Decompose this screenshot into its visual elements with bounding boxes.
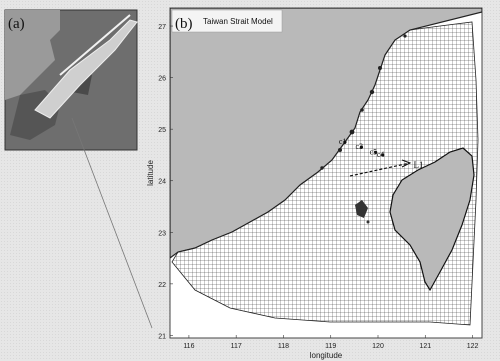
- x-axis-label: longitude: [310, 351, 343, 360]
- y-tick-label: 21: [158, 333, 166, 340]
- main-panel-label: (b): [175, 16, 193, 32]
- y-tick-label: 22: [158, 282, 166, 289]
- inset-land-west: [5, 10, 60, 100]
- x-tick-label: 122: [467, 343, 479, 350]
- transect-label: L1: [413, 160, 423, 170]
- x-tick-label: 121: [419, 343, 431, 350]
- inset-panel-label: (a): [8, 16, 25, 32]
- station-label: c4: [377, 150, 385, 159]
- title-box: [171, 9, 283, 33]
- x-tick-label: 120: [372, 343, 384, 350]
- model-grid: [171, 21, 479, 326]
- y-tick-label: 25: [158, 127, 166, 134]
- inset-domain: [34, 19, 138, 119]
- connector-line: [71, 117, 153, 329]
- y-tick-label: 27: [158, 24, 166, 31]
- x-axis-ticks: 116 117 118 119 120 121 122: [183, 335, 478, 350]
- stations: c1 c3 c5 c4: [339, 137, 385, 159]
- penghu-islands: [355, 200, 368, 218]
- taiwan-island: [389, 147, 475, 292]
- map-title: Taiwan Strait Model: [203, 17, 273, 26]
- station-marker: [381, 153, 385, 157]
- x-tick-label: 116: [183, 343, 194, 350]
- y-tick-label: 24: [158, 179, 166, 186]
- y-axis-ticks: 21 22 23 24 25 26 27: [158, 24, 173, 340]
- inset-map: (a): [4, 9, 138, 151]
- x-tick-label: 118: [278, 343, 289, 350]
- x-tick-label: 119: [325, 343, 336, 350]
- y-tick-label: 23: [158, 230, 166, 237]
- x-tick-label: 117: [231, 343, 242, 350]
- transect-line: [349, 162, 411, 177]
- y-tick-label: 26: [158, 76, 166, 83]
- y-axis-label: latitude: [146, 160, 155, 186]
- station-marker: [359, 145, 364, 149]
- station-marker: [343, 140, 347, 144]
- station-label: c1: [339, 137, 347, 146]
- station-marker: [374, 150, 378, 154]
- coastal-islands: [320, 34, 407, 170]
- station-label: c3: [355, 142, 363, 151]
- station-label: c5: [370, 147, 378, 156]
